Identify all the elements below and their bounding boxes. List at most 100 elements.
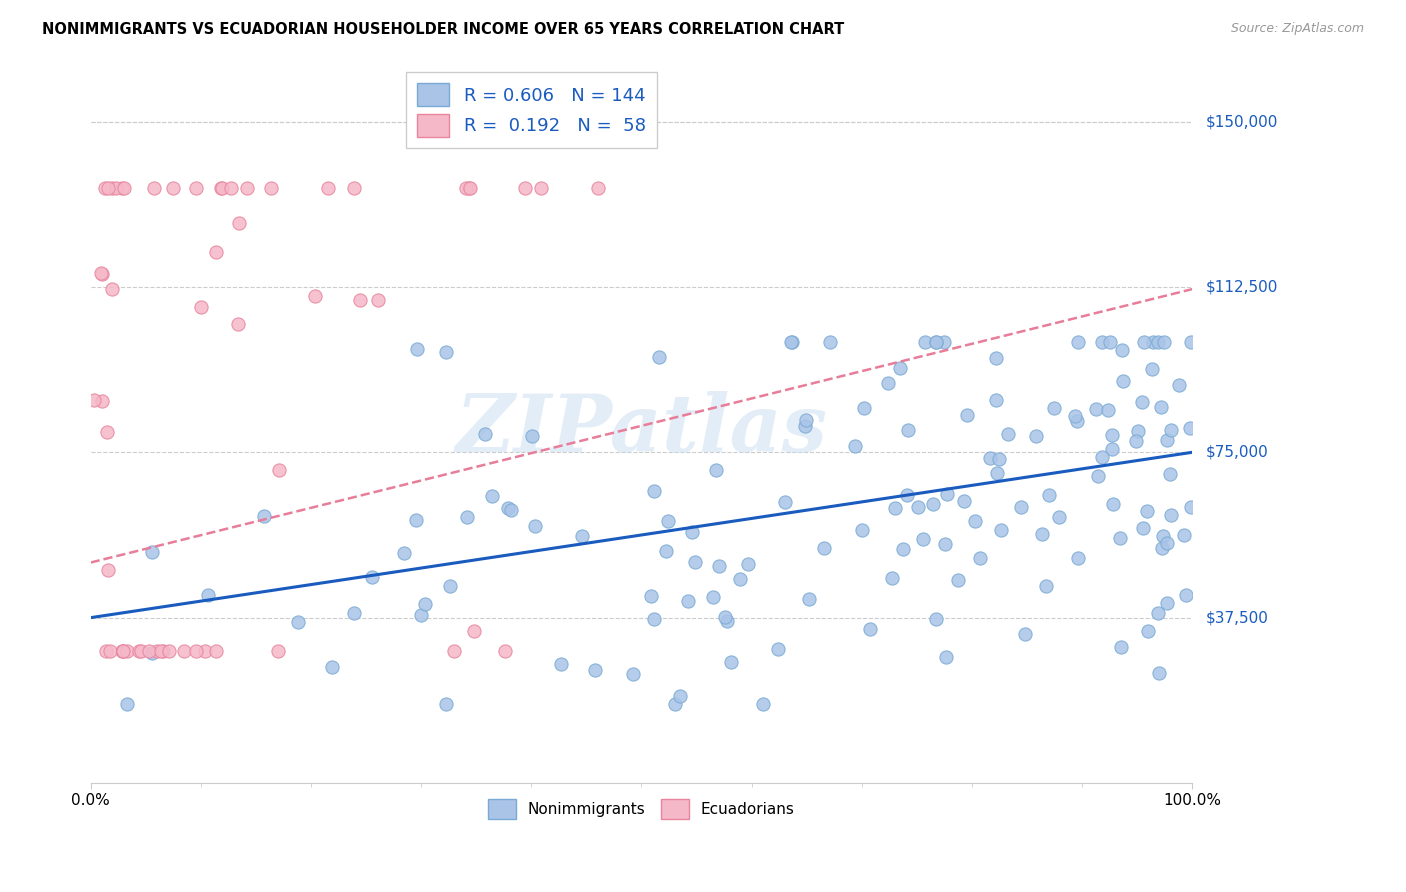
Point — [793, 419, 815, 434]
Point — [678, 593, 700, 607]
Point — [1067, 550, 1090, 565]
Point — [112, 644, 135, 658]
Point — [797, 592, 820, 607]
Point — [1180, 500, 1202, 515]
Point — [287, 615, 309, 629]
Point — [405, 513, 427, 527]
Point — [443, 644, 465, 658]
Point — [1180, 334, 1202, 349]
Point — [780, 334, 803, 349]
Point — [1111, 343, 1133, 357]
Point — [685, 555, 707, 569]
Point — [1090, 334, 1112, 349]
Point — [1066, 414, 1088, 428]
Point — [714, 609, 737, 624]
Point — [117, 697, 139, 711]
Point — [963, 514, 986, 528]
Point — [681, 524, 703, 539]
Point — [131, 644, 153, 658]
Point — [912, 533, 935, 547]
Point — [111, 644, 134, 658]
Point — [1152, 529, 1174, 543]
Point — [664, 697, 686, 711]
Point — [457, 180, 479, 194]
Point — [1156, 596, 1178, 610]
Point — [859, 622, 882, 636]
Point — [184, 180, 207, 194]
Point — [1042, 401, 1064, 415]
Point — [702, 590, 724, 604]
Point — [318, 180, 340, 194]
Point — [413, 598, 436, 612]
Point — [1133, 334, 1156, 349]
Point — [304, 289, 326, 303]
Point — [523, 519, 546, 533]
Point — [1035, 578, 1057, 592]
Point — [499, 502, 522, 516]
Point — [204, 245, 226, 260]
Point — [1111, 640, 1133, 654]
Point — [97, 563, 120, 577]
Point — [141, 646, 163, 660]
Point — [737, 558, 759, 572]
Point — [138, 644, 160, 658]
Point — [922, 497, 945, 511]
Text: ZIPatlas: ZIPatlas — [456, 392, 828, 469]
Point — [851, 523, 873, 537]
Point — [1109, 531, 1132, 545]
Point — [98, 644, 121, 658]
Point — [853, 401, 876, 416]
Point — [986, 393, 1008, 408]
Point — [969, 550, 991, 565]
Point — [925, 334, 948, 349]
Text: $112,500: $112,500 — [1206, 279, 1278, 294]
Point — [360, 570, 382, 584]
Point — [456, 510, 478, 524]
Point — [1150, 400, 1173, 414]
Point — [924, 612, 946, 626]
Point — [716, 614, 738, 628]
Point — [1160, 508, 1182, 522]
Point — [90, 266, 112, 280]
Point — [1156, 433, 1178, 447]
Text: $150,000: $150,000 — [1206, 114, 1278, 129]
Point — [149, 644, 172, 658]
Point — [1091, 450, 1114, 465]
Point — [1098, 334, 1121, 349]
Point — [434, 697, 457, 711]
Point — [190, 300, 212, 314]
Point — [409, 608, 432, 623]
Point — [669, 689, 692, 703]
Point — [1159, 467, 1181, 481]
Point — [96, 425, 118, 439]
Point — [1173, 528, 1195, 542]
Point — [640, 590, 662, 604]
Point — [104, 180, 127, 194]
Point — [720, 655, 742, 669]
Point — [704, 463, 727, 477]
Point — [588, 180, 610, 194]
Point — [1087, 469, 1109, 483]
Text: $75,000: $75,000 — [1206, 445, 1268, 459]
Text: NONIMMIGRANTS VS ECUADORIAN HOUSEHOLDER INCOME OVER 65 YEARS CORRELATION CHART: NONIMMIGRANTS VS ECUADORIAN HOUSEHOLDER … — [42, 22, 845, 37]
Point — [914, 334, 936, 349]
Point — [1125, 434, 1147, 448]
Point — [530, 180, 553, 194]
Point — [349, 293, 371, 307]
Point — [818, 334, 841, 349]
Point — [219, 180, 242, 194]
Point — [267, 644, 290, 658]
Point — [1130, 395, 1153, 409]
Point — [184, 644, 207, 658]
Point — [463, 624, 485, 638]
Point — [794, 413, 817, 427]
Point — [513, 180, 536, 194]
Point — [157, 644, 180, 658]
Point — [474, 427, 496, 442]
Point — [152, 644, 174, 658]
Point — [1010, 500, 1032, 515]
Point — [83, 392, 105, 407]
Point — [766, 641, 789, 656]
Point — [1126, 424, 1149, 438]
Point — [211, 180, 233, 194]
